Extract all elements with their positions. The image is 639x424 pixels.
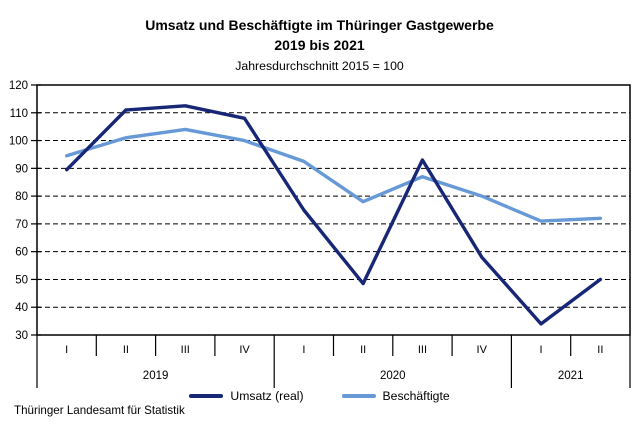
line-chart: 30 40 50 60 70 80 90 100 110 120 I II III IV 2019 I II II… xyxy=(0,78,639,394)
legend-label: Beschäftigte xyxy=(382,389,450,403)
plot-border xyxy=(36,84,631,336)
chart-legend: Umsatz (real) Beschäftigte xyxy=(0,389,639,403)
year-label: 2021 xyxy=(558,370,584,382)
chart-title-line2: 2019 bis 2021 xyxy=(274,37,365,53)
quarter-label: II xyxy=(597,344,603,356)
quarter-label: II xyxy=(360,344,366,356)
y-tick-label: 40 xyxy=(15,302,28,314)
y-tick-label: 70 xyxy=(15,219,28,231)
legend-item-umsatz-real: Umsatz (real) xyxy=(189,389,304,403)
series-line-umsatz-real xyxy=(64,104,603,326)
quarter-label: I xyxy=(540,344,543,356)
source-note: Thüringer Landesamt für Statistik xyxy=(14,404,185,417)
legend-line-swatch xyxy=(341,394,376,398)
y-tick-label: 100 xyxy=(9,136,28,148)
y-tick-label: 90 xyxy=(15,163,28,175)
legend-label: Umsatz (real) xyxy=(230,389,304,403)
quarter-label: III xyxy=(181,344,190,356)
y-tick-label: 120 xyxy=(9,80,28,92)
quarter-label: I xyxy=(65,344,68,356)
y-tick-label: 80 xyxy=(15,191,28,203)
quarter-label: II xyxy=(123,344,129,356)
year-label: 2019 xyxy=(143,370,169,382)
legend-item-besch-ftigte: Beschäftigte xyxy=(341,389,450,403)
year-label: 2020 xyxy=(380,370,406,382)
chart-header: Umsatz und Beschäftigte im Thüringer Gas… xyxy=(0,15,639,75)
quarter-label: III xyxy=(418,344,427,356)
quarter-label: IV xyxy=(239,344,250,356)
quarter-label: IV xyxy=(477,344,488,356)
y-tick-label: 50 xyxy=(15,274,28,286)
chart-subtitle: Jahresdurchschnitt 2015 = 100 xyxy=(235,59,404,73)
y-tick-label: 30 xyxy=(15,330,28,342)
legend-line-swatch xyxy=(189,394,224,398)
y-tick-label: 110 xyxy=(10,108,28,120)
chart-title-line1: Umsatz und Beschäftigte im Thüringer Gas… xyxy=(145,17,494,33)
quarter-label: I xyxy=(302,344,305,356)
series-line-besch-ftigte xyxy=(64,127,603,223)
y-tick-label: 60 xyxy=(15,247,28,259)
